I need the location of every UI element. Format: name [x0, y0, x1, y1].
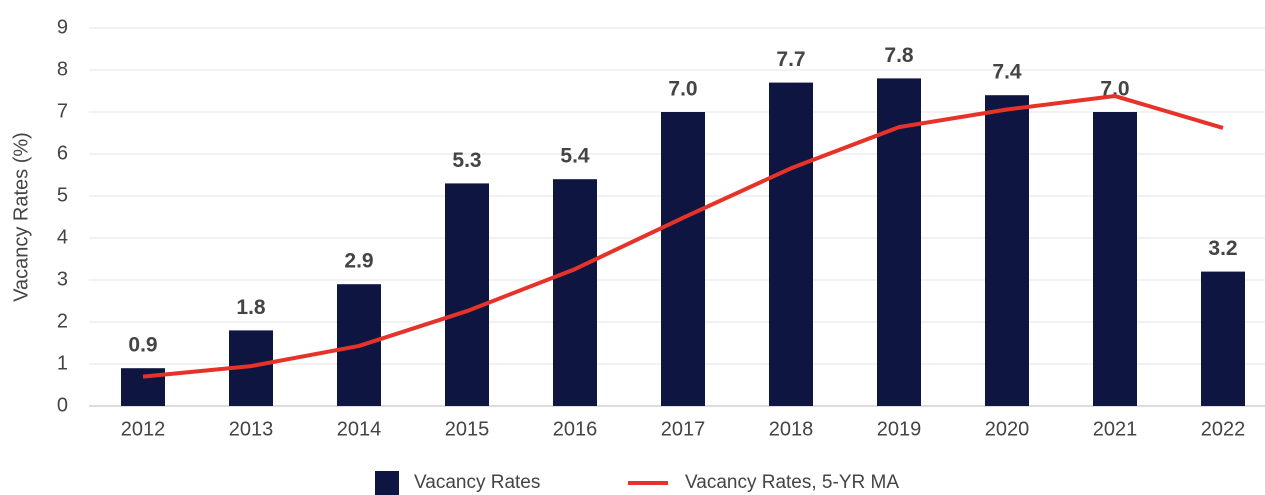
value-label: 5.4 [560, 145, 590, 168]
bar [1201, 271, 1245, 406]
x-tick-label: 2022 [1201, 418, 1246, 440]
y-tick-label: 8 [57, 58, 68, 80]
value-label: 3.2 [1208, 237, 1237, 260]
value-label: 5.3 [452, 149, 481, 172]
value-label: 7.0 [668, 78, 697, 101]
x-tick-label: 2016 [553, 418, 598, 440]
value-label: 7.0 [1100, 78, 1129, 101]
y-tick-label: 3 [57, 268, 68, 290]
bar [1093, 112, 1137, 406]
value-label: 7.7 [776, 48, 805, 71]
x-tick-label: 2018 [769, 418, 814, 440]
bar [445, 183, 489, 406]
legend-label: Vacancy Rates, 5-YR MA [685, 472, 899, 493]
legend-label: Vacancy Rates [414, 472, 540, 493]
value-label: 0.9 [128, 334, 157, 357]
bar [769, 82, 813, 406]
legend-swatch [375, 471, 399, 495]
x-tick-label: 2012 [121, 418, 166, 440]
y-tick-label: 9 [57, 16, 68, 38]
y-tick-label: 7 [57, 100, 68, 122]
y-tick-label: 4 [57, 226, 68, 248]
x-tick-label: 2014 [337, 418, 382, 440]
x-tick-label: 2015 [445, 418, 490, 440]
x-tick-label: 2020 [985, 418, 1030, 440]
x-tick-label: 2017 [661, 418, 706, 440]
line [142, 94, 1224, 379]
x-tick-label: 2013 [229, 418, 274, 440]
x-tick-label: 2019 [877, 418, 922, 440]
y-tick-label: 1 [57, 352, 68, 374]
bar [661, 112, 705, 406]
x-tick-label: 2021 [1093, 418, 1138, 440]
bar [985, 95, 1029, 406]
value-label: 1.8 [236, 296, 266, 319]
bar [553, 179, 597, 406]
y-axis-label: Vacancy Rates (%) [10, 132, 32, 302]
value-label: 2.9 [344, 250, 373, 273]
value-label: 7.4 [992, 61, 1022, 84]
y-tick-label: 6 [57, 142, 68, 164]
y-tick-label: 0 [57, 394, 68, 416]
value-label: 7.8 [884, 44, 914, 67]
y-tick-label: 5 [57, 184, 68, 206]
y-tick-label: 2 [57, 310, 68, 332]
